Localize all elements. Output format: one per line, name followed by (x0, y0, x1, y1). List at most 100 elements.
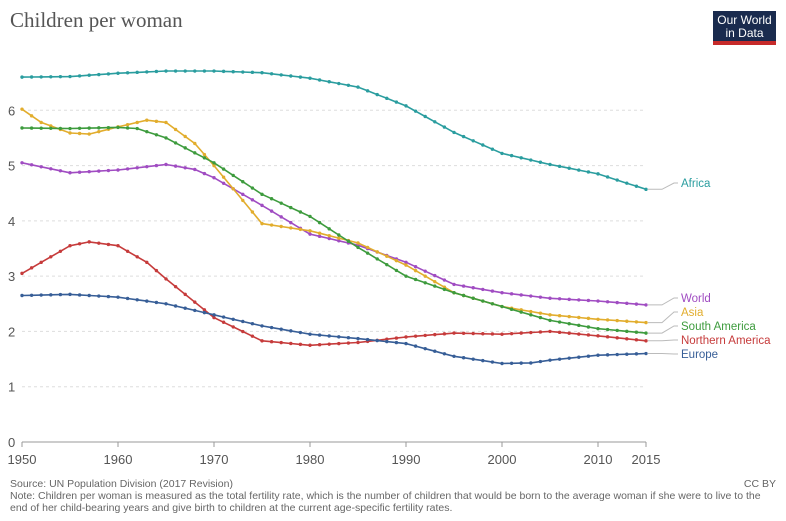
data-point (519, 310, 523, 314)
data-point (231, 69, 235, 74)
data-point (413, 277, 418, 282)
owid-logo[interactable]: Our World in Data (713, 11, 776, 45)
data-point (68, 292, 72, 297)
data-point (490, 147, 495, 151)
data-point (183, 134, 187, 139)
data-point (509, 307, 514, 312)
data-point (183, 166, 187, 170)
data-point (596, 172, 600, 176)
data-point (135, 166, 139, 170)
data-point (173, 284, 178, 289)
data-point (461, 356, 466, 360)
data-point (567, 297, 571, 302)
data-point (644, 187, 648, 192)
data-point (106, 294, 111, 299)
data-point (577, 168, 581, 172)
data-point (519, 361, 523, 365)
data-point (452, 331, 456, 335)
label-connector (648, 325, 678, 334)
data-point (97, 241, 101, 245)
data-point (509, 153, 514, 158)
data-point (39, 260, 43, 265)
data-point (269, 197, 274, 201)
data-point (212, 163, 216, 168)
data-point (577, 355, 581, 359)
data-point (394, 100, 399, 104)
data-point (596, 353, 600, 357)
data-point (106, 168, 111, 173)
data-point (87, 73, 91, 77)
data-point (365, 245, 370, 250)
data-point (481, 332, 485, 336)
data-point (20, 126, 24, 130)
data-point (490, 289, 495, 293)
data-point (164, 120, 168, 125)
data-point (145, 129, 149, 134)
series-label-europe: Europe (681, 349, 718, 361)
data-point (375, 257, 379, 261)
chart-footer: Source: UN Population Division (2017 Rev… (10, 478, 780, 514)
data-point (433, 273, 437, 278)
data-point (327, 334, 331, 338)
series-line-world (21, 162, 647, 306)
data-point (586, 298, 591, 303)
data-point (298, 330, 303, 335)
data-point (442, 352, 447, 356)
data-point (241, 192, 245, 197)
data-point (509, 331, 514, 336)
series-label-asia: Asia (681, 307, 704, 319)
data-point (577, 323, 581, 328)
x-tick-label: 1950 (8, 452, 37, 467)
data-point (538, 330, 543, 334)
data-point (116, 71, 120, 75)
data-point (49, 167, 53, 171)
data-point (385, 337, 389, 341)
data-point (394, 258, 399, 263)
data-point (509, 361, 514, 366)
data-point (29, 293, 34, 297)
data-point (346, 341, 351, 345)
data-point (461, 284, 466, 288)
data-point (58, 74, 63, 79)
data-point (49, 75, 53, 79)
data-point (586, 325, 591, 329)
data-point (106, 72, 111, 76)
data-point (586, 170, 591, 174)
series-label-south-america: South America (681, 321, 756, 333)
data-point (375, 338, 379, 343)
data-point (519, 156, 523, 160)
data-point (289, 226, 293, 230)
data-point (250, 210, 255, 214)
license-link[interactable]: CC BY (743, 478, 776, 490)
data-point (231, 173, 235, 178)
data-point (183, 306, 187, 310)
data-point (298, 342, 303, 347)
data-point (481, 287, 485, 292)
data-point (202, 171, 207, 176)
data-point (145, 299, 149, 303)
line-chart[interactable]: 0 1 2 3 4 5 6 1950 1960 1970 1980 1990 2000 2010 2015 A… (0, 0, 786, 470)
data-point (442, 278, 447, 282)
data-point (317, 234, 322, 239)
data-point (567, 166, 571, 170)
data-point (298, 210, 303, 214)
data-point (615, 336, 619, 340)
data-point (77, 170, 82, 174)
data-point (433, 349, 437, 353)
data-point (29, 163, 34, 167)
data-point (231, 317, 235, 321)
data-point (87, 169, 91, 174)
data-point (413, 334, 418, 338)
data-point (327, 80, 331, 84)
data-point (29, 114, 34, 118)
data-point (490, 360, 495, 364)
data-point (308, 332, 312, 336)
data-point (423, 114, 427, 119)
data-point (135, 120, 139, 125)
data-point (615, 178, 619, 182)
data-point (39, 126, 43, 130)
data-point (260, 221, 264, 226)
data-point (471, 296, 475, 300)
data-point (164, 277, 168, 281)
data-point (615, 318, 619, 323)
